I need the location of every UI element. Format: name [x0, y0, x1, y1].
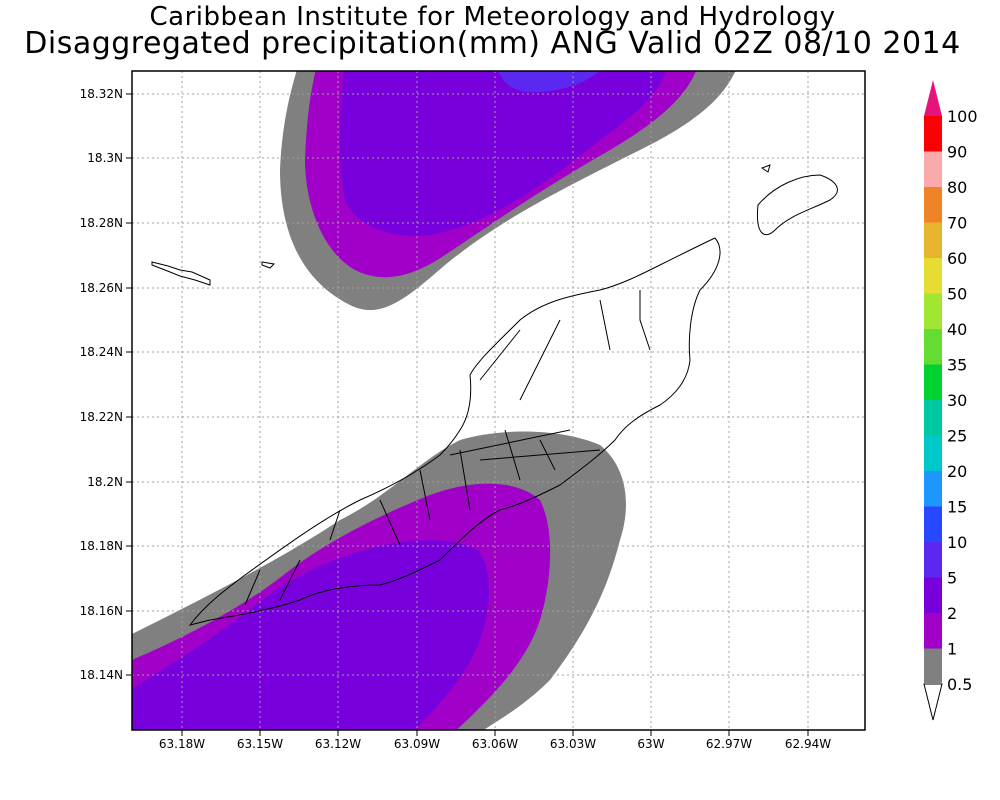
- colorbar-level-label: 1: [947, 640, 957, 659]
- longitude-labels: 63.18W 63.15W 63.12W 63.09W 63.06W 63.03…: [159, 737, 831, 751]
- lon-tick-label: 62.94W: [785, 737, 831, 751]
- colorbar-swatch: [924, 577, 942, 613]
- small-cay: [261, 261, 276, 269]
- lat-tick-label: 18.3N: [87, 151, 123, 165]
- lat-tick-label: 18.22N: [80, 410, 123, 424]
- lon-tick-label: 63.15W: [237, 737, 283, 751]
- lat-tick-label: 18.14N: [80, 668, 123, 682]
- lat-tick-label: 18.28N: [80, 216, 123, 230]
- lon-tick-label: 62.97W: [706, 737, 752, 751]
- colorbar-level-label: 35: [947, 356, 967, 375]
- map-frame: [131, 70, 866, 731]
- colorbar-swatch: [924, 293, 942, 329]
- colorbar-level-label: 80: [947, 178, 967, 197]
- colorbar-level-label: 60: [947, 249, 967, 268]
- colorbar-level-label: 50: [947, 285, 967, 304]
- colorbar-swatch: [924, 222, 942, 258]
- colorbar-swatch: [924, 116, 942, 152]
- precip-south-2mm: [132, 540, 490, 730]
- latitude-labels: 18.32N 18.3N 18.28N 18.26N 18.24N 18.22N…: [80, 87, 123, 682]
- title-institute: Caribbean Institute for Meteorology and …: [149, 2, 836, 32]
- colorbar-swatch: [924, 364, 942, 400]
- lat-tick-label: 18.16N: [80, 604, 123, 618]
- colorbar-swatch: [924, 400, 942, 436]
- lat-tick-label: 18.24N: [80, 345, 123, 359]
- anguilla-internal-boundaries: [244, 290, 651, 606]
- lon-tick-label: 63.06W: [472, 737, 518, 751]
- title-product: Disaggregated precipitation(mm) ANG Vali…: [24, 26, 961, 61]
- colorbar-level-label: 100: [947, 107, 978, 126]
- precipitation-field: [132, 71, 736, 730]
- lon-tick-label: 63.12W: [315, 737, 361, 751]
- colorbar-level-label: 20: [947, 462, 967, 481]
- colorbar-level-label: 90: [947, 143, 967, 162]
- map-grid: [132, 71, 865, 730]
- colorbar-level-label: 40: [947, 320, 967, 339]
- colorbar-swatch: [924, 613, 942, 649]
- anguilla-coastlines: [151, 164, 838, 626]
- scrub-island: [756, 174, 838, 236]
- lat-tick-label: 18.18N: [80, 539, 123, 553]
- colorbar-swatch: [924, 187, 942, 223]
- colorbar-top-arrow: [924, 80, 942, 116]
- colorbar-swatch: [924, 258, 942, 294]
- colorbar-swatch: [924, 329, 942, 365]
- colorbar-level-label: 70: [947, 214, 967, 233]
- precip-north-5mm: [498, 71, 600, 93]
- colorbar-level-label: 0.5: [947, 675, 972, 694]
- colorbar-level-label: 30: [947, 391, 967, 410]
- colorbar-swatch: [924, 471, 942, 507]
- lon-tick-label: 63.03W: [550, 737, 596, 751]
- colorbar-swatch: [924, 648, 942, 684]
- colorbar-swatch: [924, 151, 942, 187]
- colorbar-swatch: [924, 506, 942, 542]
- colorbar-bottom-arrow: [923, 683, 943, 721]
- colorbar-level-label: 2: [947, 604, 957, 623]
- axis-tick-marks: [126, 93, 809, 736]
- colorbar-swatch: [924, 435, 942, 471]
- colorbar-level-label: 10: [947, 533, 967, 552]
- lat-tick-label: 18.26N: [80, 281, 123, 295]
- colorbar-level-label: 15: [947, 498, 967, 517]
- colorbar-swatch: [924, 542, 942, 578]
- lon-tick-label: 63W: [637, 737, 664, 751]
- lon-tick-label: 63.18W: [159, 737, 205, 751]
- tiny-cay: [760, 164, 771, 173]
- sombrero-west-cays: [151, 261, 211, 286]
- lat-tick-label: 18.2N: [87, 475, 123, 489]
- colorbar-level-label: 25: [947, 427, 967, 446]
- anguilla-main-island: [188, 237, 721, 626]
- lat-tick-label: 18.32N: [80, 87, 123, 101]
- precip-north-2mm: [340, 71, 667, 236]
- colorbar-level-label: 5: [947, 569, 957, 588]
- lon-tick-label: 63.09W: [394, 737, 440, 751]
